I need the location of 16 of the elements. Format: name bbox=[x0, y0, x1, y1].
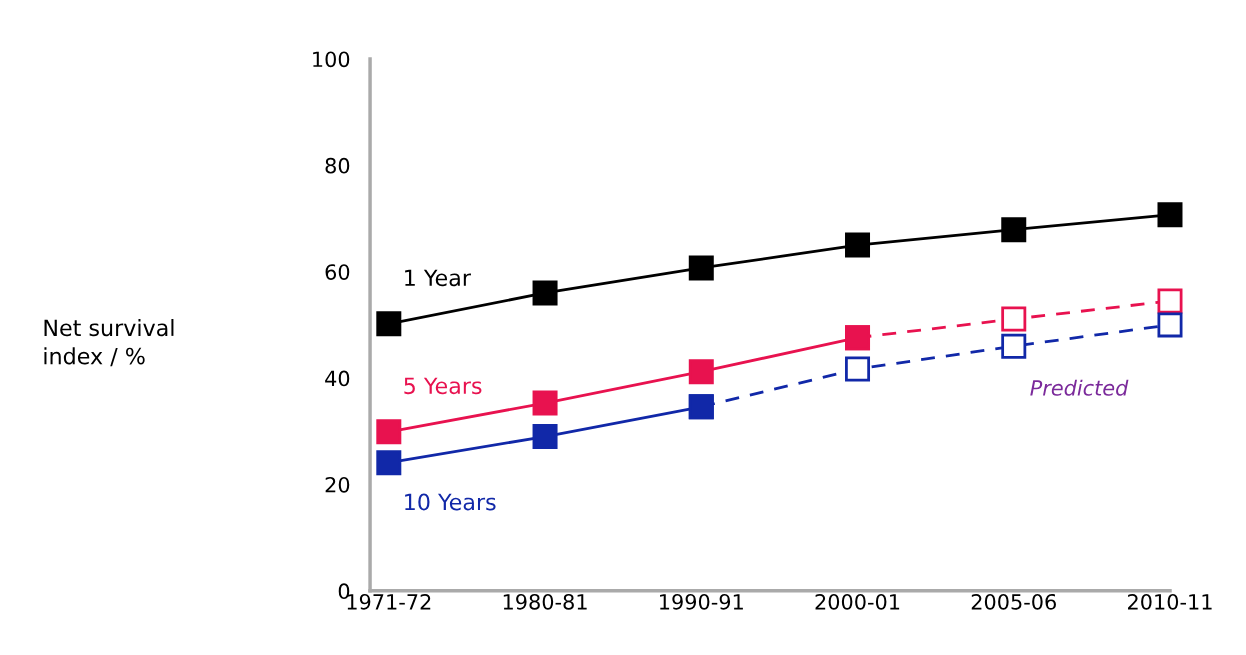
text: Net survival index / % bbox=[44, 318, 174, 367]
series-label: 10 Years bbox=[405, 493, 496, 511]
annotation: Predicted bbox=[1030, 379, 1129, 396]
y-tick-label: 80 bbox=[325, 157, 350, 174]
x-tick-label: 2005-06 bbox=[971, 593, 1056, 610]
y-tick-label: 20 bbox=[325, 476, 350, 493]
x-tick-label: 1990-91 bbox=[660, 593, 743, 610]
x-tick-label: 2010-11 bbox=[1128, 593, 1212, 610]
y-tick-label: 100 bbox=[313, 51, 350, 68]
x-tick-label: 1980-81 bbox=[503, 593, 587, 610]
series-label: 5 Years bbox=[404, 377, 482, 395]
x-tick-label: 2000-01 bbox=[815, 593, 900, 610]
y-tick-label: 60 bbox=[325, 264, 350, 280]
y-tick-label: 0 bbox=[338, 583, 350, 600]
y-tick-label: 40 bbox=[325, 370, 350, 387]
series-label: 1 Year bbox=[405, 269, 471, 287]
